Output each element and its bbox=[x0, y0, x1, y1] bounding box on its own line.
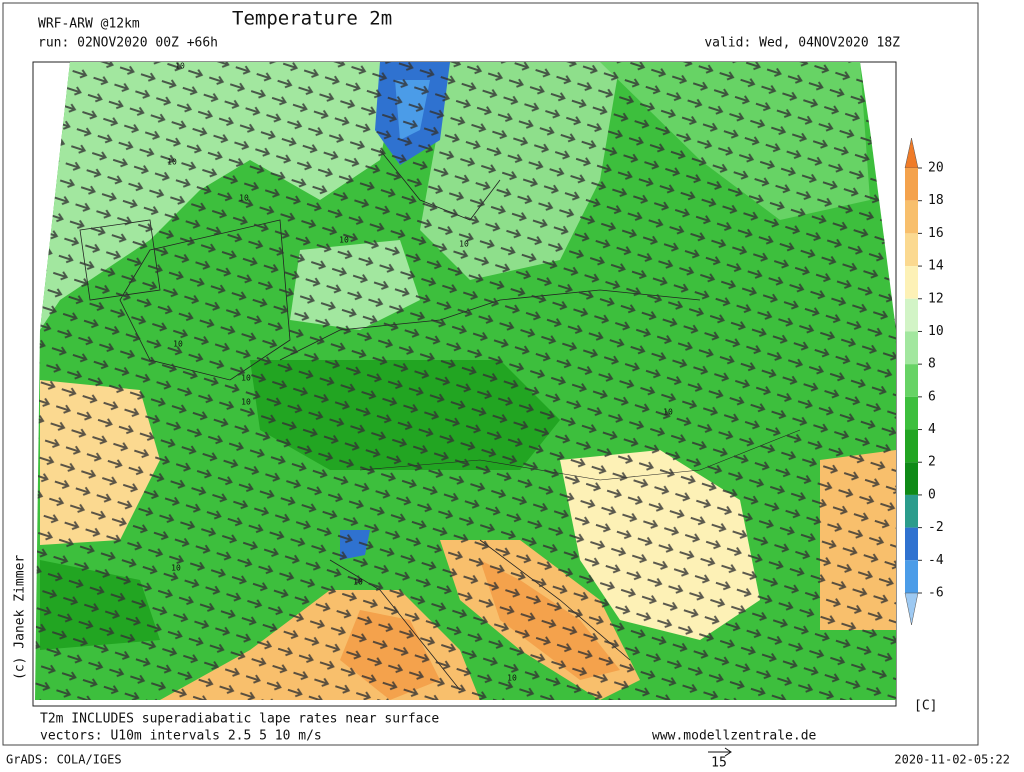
contour-label: 10 bbox=[339, 236, 349, 245]
contour-label: 10 bbox=[241, 374, 251, 383]
colorbar-tick-label: 12 bbox=[928, 291, 944, 306]
colorbar-tick-label: 10 bbox=[928, 324, 944, 339]
colorbar-tick-label: 20 bbox=[928, 161, 944, 176]
footer-note: vectors: U10m intervals 2.5 5 10 m/s bbox=[40, 729, 322, 744]
colorbar-band bbox=[905, 494, 918, 528]
colorbar-band bbox=[905, 298, 918, 332]
colorbar-band bbox=[905, 331, 918, 365]
colorbar-tick-label: -4 bbox=[928, 553, 944, 568]
colorbar-band bbox=[905, 527, 918, 561]
colorbar-band bbox=[905, 396, 918, 430]
colorbar-band bbox=[905, 560, 918, 593]
colorbar-tick-label: 16 bbox=[928, 226, 944, 241]
colorbar-tick-label: 2 bbox=[928, 455, 936, 470]
colorbar-band bbox=[905, 233, 918, 267]
colorbar-tick-label: 6 bbox=[928, 389, 936, 404]
run-label: run: 02NOV2020 00Z +66h bbox=[38, 36, 218, 51]
colorbar-tick-label: 8 bbox=[928, 357, 936, 372]
colorbar-band bbox=[905, 168, 918, 201]
site-url: www.modellzentrale.de bbox=[652, 729, 817, 744]
colorbar-band bbox=[905, 200, 918, 234]
colorbar-tick-label: 18 bbox=[928, 193, 944, 208]
valid-label: valid: Wed, 04NOV2020 18Z bbox=[704, 36, 900, 51]
model-label: WRF-ARW @12km bbox=[38, 17, 140, 32]
contour-label: 10 bbox=[663, 408, 673, 417]
contour-label: 10 bbox=[171, 564, 181, 573]
colorbar-band bbox=[905, 364, 918, 397]
colorbar-tick-label: -2 bbox=[928, 520, 944, 535]
vector-reference: 15 bbox=[711, 756, 727, 769]
map-field bbox=[35, 62, 896, 700]
contour-label: 10 bbox=[241, 398, 251, 407]
colorbar-unit: [C] bbox=[914, 699, 937, 714]
colorbar-band bbox=[905, 266, 918, 299]
credit: (c) Janek Zimmer bbox=[13, 555, 28, 680]
contour-label: 10 bbox=[239, 194, 249, 203]
outer-frame bbox=[2, 2, 979, 746]
software-label: GrADS: COLA/IGES bbox=[6, 753, 122, 767]
colorbar-band bbox=[905, 429, 918, 463]
contour-label: 10 bbox=[459, 240, 469, 249]
timestamp: 2020-11-02-05:22 bbox=[894, 753, 1010, 767]
colorbar-tick-label: 14 bbox=[928, 259, 944, 274]
colorbar-end bbox=[904, 137, 919, 169]
contour-label: 10 bbox=[353, 578, 363, 587]
title: Temperature 2m bbox=[232, 8, 392, 30]
colorbar-tick-label: -6 bbox=[928, 586, 944, 601]
footer-note: T2m INCLUDES superadiabatic lape rates n… bbox=[40, 712, 439, 727]
contour-label: 10 bbox=[167, 158, 177, 167]
vector-reference-arrow bbox=[708, 747, 732, 757]
colorbar-band bbox=[905, 462, 918, 495]
contour-label: 10 bbox=[175, 62, 185, 71]
colorbar-end bbox=[904, 592, 919, 626]
colorbar-tick-label: 0 bbox=[928, 487, 936, 502]
contour-label: 10 bbox=[507, 674, 517, 683]
colorbar-tick-label: 4 bbox=[928, 422, 936, 437]
contour-label: 10 bbox=[173, 340, 183, 349]
contour-labels: 10 10 10 10 10 10 10 10 10 10 10 10 bbox=[167, 62, 673, 683]
